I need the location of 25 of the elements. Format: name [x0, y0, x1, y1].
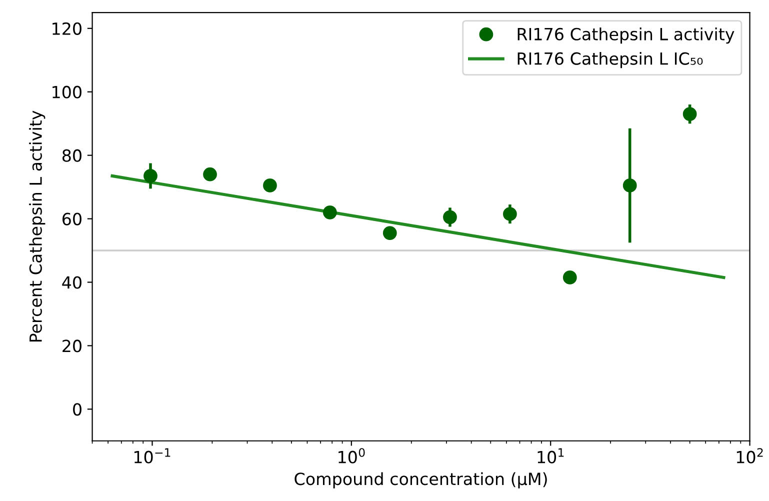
point: [682, 107, 697, 122]
x-tick-label: 10$^{1}$: [538, 448, 564, 464]
y-tick-label: 100: [52, 86, 82, 98]
point: [622, 178, 637, 192]
y-axis-title: Percent Cathepsin L activity: [29, 110, 46, 342]
y-tick-label: 120: [52, 22, 82, 35]
y-tick-label: 80: [62, 149, 82, 162]
y-tick-label: 60: [62, 212, 82, 226]
x-tick-label: 10$^{−1}$: [134, 448, 170, 464]
point: [144, 168, 158, 183]
point: [263, 178, 277, 192]
point: [562, 270, 577, 284]
x-tick-label: 10$^{0}$: [338, 448, 365, 464]
y-tick-label: 0: [73, 403, 82, 416]
x-tick-label: 10$^{2}$: [736, 448, 763, 464]
point: [443, 210, 457, 224]
point: [382, 226, 397, 240]
y-tick-label: 40: [62, 276, 82, 289]
point: [502, 207, 517, 221]
x-axis-title: Compound concentration (μM): [294, 472, 547, 488]
point: [203, 167, 217, 182]
point: [322, 205, 337, 220]
y-tick-label: 20: [62, 340, 82, 352]
legend-label: RI176 Cathepsin L IC₅₀: [518, 52, 703, 68]
legend-label: RI176 Cathepsin L activity: [518, 28, 734, 44]
